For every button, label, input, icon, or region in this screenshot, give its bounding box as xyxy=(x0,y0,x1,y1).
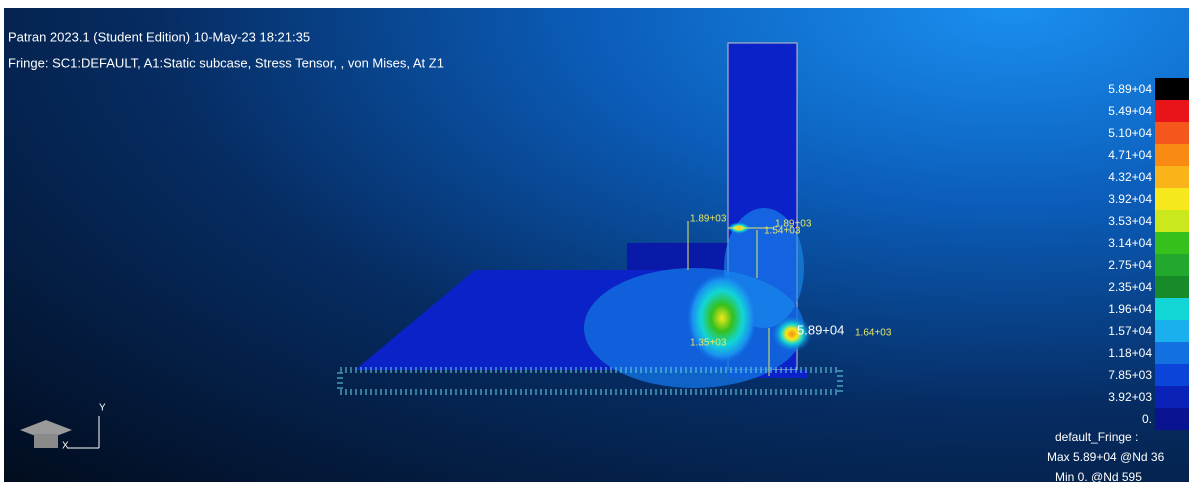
legend-max: Max 5.89+04 @Nd 36 xyxy=(1047,450,1165,464)
legend-swatch xyxy=(1155,100,1189,122)
legend-swatch xyxy=(1155,364,1189,386)
legend-label: 2.35+04 xyxy=(1108,280,1152,294)
annotation: 1.89+03 xyxy=(690,214,727,225)
legend-swatch xyxy=(1155,210,1189,232)
legend-swatch xyxy=(1155,342,1189,364)
legend-label: 4.71+04 xyxy=(1108,148,1152,162)
legend-swatch xyxy=(1155,144,1189,166)
legend-label: 1.96+04 xyxy=(1108,302,1152,316)
legend-swatch xyxy=(1155,408,1189,430)
legend-swatch xyxy=(1155,386,1189,408)
model xyxy=(340,43,840,392)
legend-swatch xyxy=(1155,188,1189,210)
legend: 5.89+04 5.49+04 5.10+04 4.71+04 4.32+04 3.92+… xyxy=(1108,78,1189,430)
annotation: 5.89+04 xyxy=(797,322,844,337)
viewport: Patran 2023.1 (Student Edition) 10-May-2… xyxy=(4,8,1189,482)
legend-swatch xyxy=(1155,276,1189,298)
legend-label: 5.89+04 xyxy=(1108,82,1152,96)
annotation: 1.64+03 xyxy=(855,328,892,339)
legend-label: 1.18+04 xyxy=(1108,346,1152,360)
annotation: 1.54+03 xyxy=(764,226,801,237)
legend-label: 3.92+04 xyxy=(1108,192,1152,206)
scene: Patran 2023.1 (Student Edition) 10-May-2… xyxy=(4,8,1189,482)
axis-label: X xyxy=(62,441,69,452)
legend-min: Min 0. @Nd 595 xyxy=(1055,470,1142,482)
legend-title: default_Fringe : xyxy=(1055,430,1138,444)
legend-label: 5.10+04 xyxy=(1108,126,1152,140)
legend-swatch xyxy=(1155,298,1189,320)
axis-triad xyxy=(20,416,99,448)
legend-swatch xyxy=(1155,254,1189,276)
legend-swatch xyxy=(1155,78,1189,100)
legend-label: 0. xyxy=(1142,412,1152,426)
legend-swatch xyxy=(1155,122,1189,144)
legend-label: 3.53+04 xyxy=(1108,214,1152,228)
annotation: 1.35+03 xyxy=(690,338,727,349)
legend-swatch xyxy=(1155,320,1189,342)
legend-label: 2.75+04 xyxy=(1108,258,1152,272)
title: Patran 2023.1 (Student Edition) 10-May-2… xyxy=(8,29,310,44)
legend-label: 3.14+04 xyxy=(1108,236,1152,250)
legend-swatch xyxy=(1155,232,1189,254)
fringe-info: Fringe: SC1:DEFAULT, A1:Static subcase, … xyxy=(8,55,444,70)
axis-label: Y xyxy=(99,403,106,414)
legend-swatch xyxy=(1155,166,1189,188)
legend-label: 5.49+04 xyxy=(1108,104,1152,118)
legend-label: 1.57+04 xyxy=(1108,324,1152,338)
legend-label: 7.85+03 xyxy=(1108,368,1152,382)
legend-label: 4.32+04 xyxy=(1108,170,1152,184)
legend-label: 3.92+03 xyxy=(1108,390,1152,404)
